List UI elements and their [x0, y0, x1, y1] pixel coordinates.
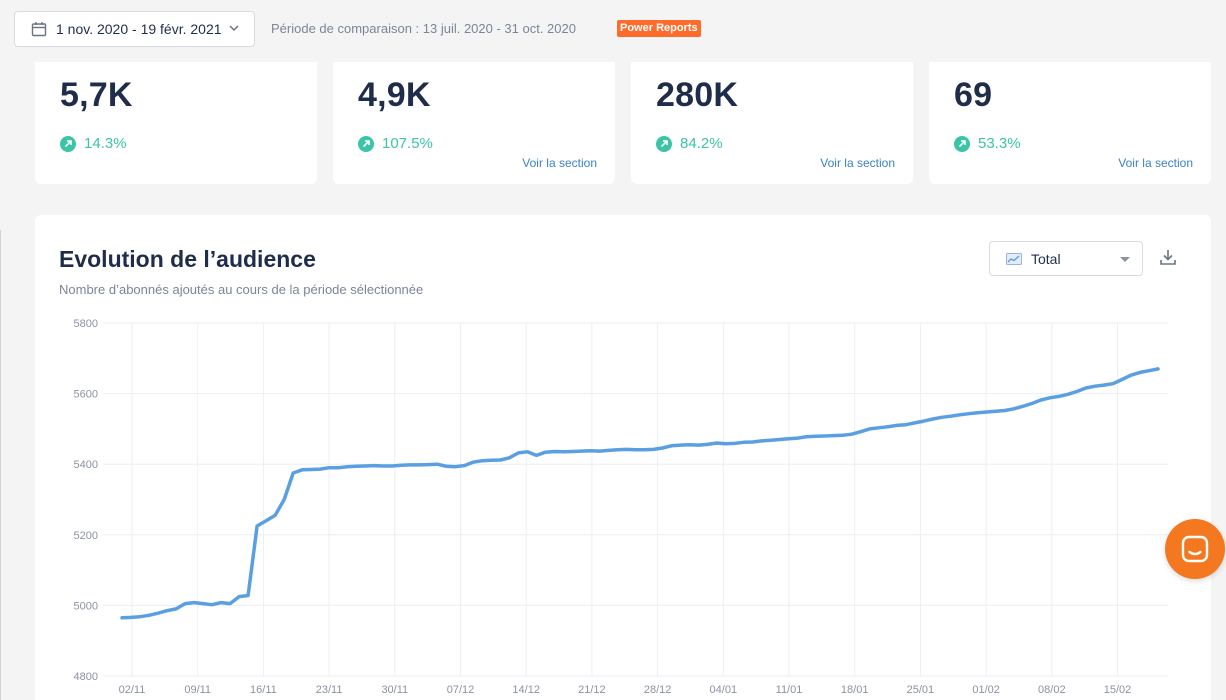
chat-launcher[interactable]	[1165, 519, 1225, 579]
y-tick-label: 5600	[74, 389, 98, 401]
kpi-card: 69 53.3% Voir la section	[929, 62, 1211, 184]
y-tick-label: 5200	[74, 530, 98, 542]
x-tick-label: 23/11	[316, 684, 343, 696]
audience-line-chart: 5800 5600 5400 5200 5000 4800 02/11 09/11 16/11 2…	[74, 318, 1168, 696]
kpi-trend: 107.5%	[358, 135, 433, 152]
arrow-up-right-icon	[656, 135, 672, 152]
date-range-label: 1 nov. 2020 - 19 févr. 2021	[56, 21, 222, 37]
x-tick-label: 01/02	[972, 684, 1000, 696]
x-tick-label: 30/11	[381, 684, 408, 696]
chevron-down-icon	[229, 25, 239, 32]
arrow-up-right-icon	[60, 135, 76, 152]
series-select-value: Total	[1031, 250, 1061, 267]
download-icon[interactable]	[1159, 248, 1177, 266]
kpi-card: 4,9K 107.5% Voir la section	[333, 62, 615, 184]
comparison-period: Période de comparaison : 13 juil. 2020 -…	[271, 21, 576, 36]
kpi-value: 280K	[656, 76, 739, 114]
date-range-picker[interactable]: 1 nov. 2020 - 19 févr. 2021	[14, 11, 255, 47]
x-tick-label: 18/01	[841, 684, 869, 696]
arrow-up-right-icon	[954, 135, 970, 152]
kpi-value: 4,9K	[358, 76, 431, 114]
x-tick-label: 15/02	[1104, 684, 1132, 696]
voir-la-section-link[interactable]: Voir la section	[522, 156, 597, 170]
kpi-trend-value: 53.3%	[978, 135, 1021, 152]
panel-subtitle: Nombre d’abonnés ajoutés au cours de la …	[59, 282, 424, 297]
caret-down-icon	[1120, 257, 1130, 262]
voir-la-section-link[interactable]: Voir la section	[1118, 156, 1193, 170]
x-tick-label: 07/12	[447, 684, 475, 696]
kpi-card: 280K 84.2% Voir la section	[631, 62, 913, 184]
x-tick-label: 21/12	[578, 684, 606, 696]
chat-icon	[1181, 535, 1209, 563]
kpi-trend-value: 14.3%	[84, 135, 127, 152]
kpi-trend-value: 107.5%	[382, 135, 433, 152]
y-tick-label: 5400	[74, 459, 98, 471]
x-tick-label: 08/02	[1038, 684, 1066, 696]
kpi-trend: 84.2%	[656, 135, 723, 152]
top-bar: 1 nov. 2020 - 19 févr. 2021 Période de c…	[0, 0, 1226, 62]
series-select[interactable]: Total	[989, 241, 1143, 276]
calendar-icon	[31, 22, 47, 37]
x-tick-label: 04/01	[710, 684, 738, 696]
kpi-trend: 14.3%	[60, 135, 127, 152]
y-tick-label: 4800	[74, 671, 98, 683]
x-tick-label: 16/11	[250, 684, 277, 696]
series-line-total	[120, 367, 1160, 620]
arrow-up-right-icon	[358, 135, 374, 152]
line-chart-icon	[1006, 252, 1022, 265]
x-tick-label: 09/11	[184, 684, 211, 696]
kpi-card: 5,7K 14.3%	[35, 62, 317, 184]
kpi-trend-value: 84.2%	[680, 135, 723, 152]
y-tick-label: 5000	[74, 600, 98, 612]
x-tick-label: 14/12	[512, 684, 540, 696]
power-reports-badge: Power Reports	[617, 20, 701, 37]
voir-la-section-link[interactable]: Voir la section	[820, 156, 895, 170]
x-tick-label: 11/01	[776, 684, 803, 696]
kpi-value: 69	[954, 76, 993, 114]
x-tick-label: 02/11	[119, 684, 146, 696]
kpi-trend: 53.3%	[954, 135, 1021, 152]
y-tick-label: 5800	[74, 318, 98, 330]
window-edge	[0, 230, 1, 700]
x-tick-label: 25/01	[907, 684, 935, 696]
panel-title: Evolution de l’audience	[59, 246, 316, 272]
kpi-value: 5,7K	[60, 76, 133, 114]
x-tick-label: 28/12	[644, 684, 672, 696]
audience-panel: Evolution de l’audience Nombre d’abonnés…	[35, 215, 1211, 700]
